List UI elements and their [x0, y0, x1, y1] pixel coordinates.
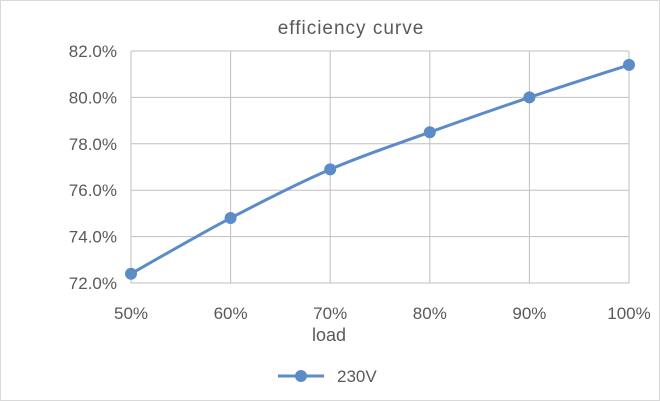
data-point [423, 126, 436, 139]
y-tick-label: 76.0% [69, 181, 117, 200]
y-axis-ticks: 72.0% 74.0% 76.0% 78.0% 80.0% 82.0% [69, 42, 117, 293]
x-tick-label: 100% [607, 304, 650, 323]
x-tick-label: 90% [512, 304, 546, 323]
legend-point-marker [295, 370, 307, 382]
x-tick-label: 70% [313, 304, 347, 323]
x-axis-ticks: 50% 60% 70% 80% 90% 100% [114, 304, 651, 323]
data-point [324, 163, 337, 176]
data-point [224, 212, 237, 225]
x-tick-label: 80% [413, 304, 447, 323]
x-tick-label: 50% [114, 304, 148, 323]
y-tick-label: 82.0% [69, 42, 117, 61]
x-tick-label: 60% [214, 304, 248, 323]
data-point [523, 91, 536, 104]
grid-lines [130, 50, 630, 284]
series-line-230v [129, 63, 631, 276]
legend: 230V [278, 367, 377, 386]
legend-entry-230v: 230V [337, 367, 377, 386]
y-tick-label: 72.0% [69, 274, 117, 293]
y-tick-label: 80.0% [69, 88, 117, 107]
data-point [623, 58, 635, 71]
series-layer [125, 58, 635, 280]
y-tick-label: 74.0% [69, 228, 117, 247]
data-point [125, 267, 137, 280]
chart-title: efficiency curve [278, 18, 425, 39]
x-axis-title: load [312, 325, 346, 345]
y-tick-label: 78.0% [69, 135, 117, 154]
